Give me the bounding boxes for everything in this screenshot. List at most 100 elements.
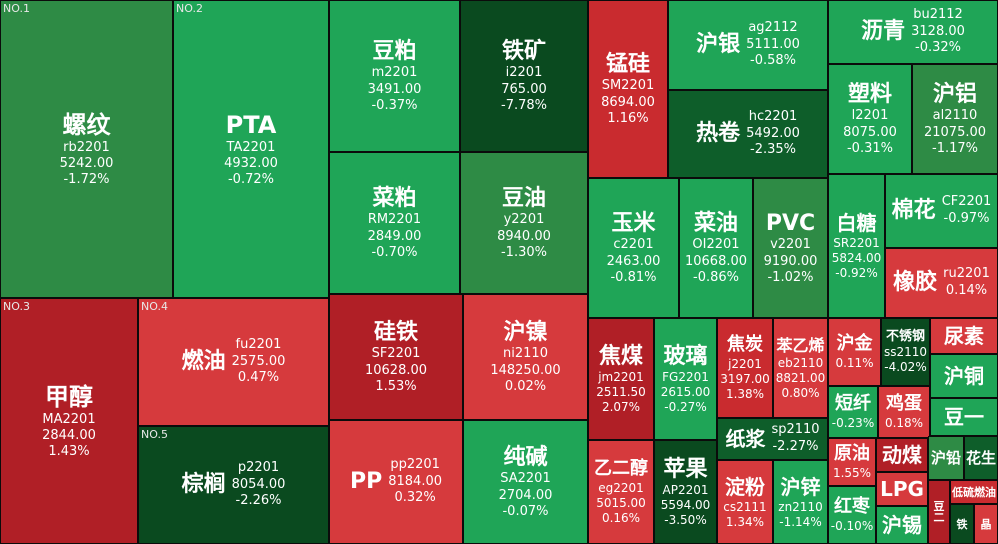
tile-content: 纸浆 sp2110 -2.27% [725,422,819,456]
rank-label: NO.3 [3,300,30,313]
tile-item47[interactable]: 沪锡 [876,506,928,544]
tile-item51[interactable]: 晶 [974,504,998,544]
tile-jm2201[interactable]: 焦煤 jm2201 2511.50 2.07% [588,318,654,440]
commodity-name: 鸡蛋 [886,393,922,415]
tile-item43[interactable]: 沪铅 [928,436,964,480]
contract-code: MA2201 [42,411,96,427]
commodity-name: 原油 [834,443,870,465]
tile-sm2201[interactable]: 锰硅 SM2201 8694.00 1.16% [588,0,668,178]
change-percent: -0.23% [831,415,875,430]
contract-code: i2201 [505,65,543,81]
change-percent: -0.31% [846,140,893,156]
tile-item42[interactable]: 动煤 [876,438,928,472]
tile-zn2110[interactable]: 沪锌 zn2110 -1.14% [773,460,828,544]
commodity-name: 纯碱 [503,444,548,470]
tile-pp2201[interactable]: PP pp2201 8184.00 0.32% [329,420,463,544]
last-price: 2575.00 [231,353,286,369]
tile-sr2201[interactable]: 白糖 SR2201 5824.00 -0.92% [828,174,885,318]
tile-y2201[interactable]: 豆油 y2201 8940.00 -1.30% [460,152,588,294]
change-percent: -0.07% [502,503,549,519]
last-price: 3491.00 [367,81,422,97]
change-percent: -2.27% [772,439,819,454]
commodity-name: 豆粕 [372,38,417,64]
tile-ma2201[interactable]: NO.3 甲醇 MA2201 2844.00 1.43% [0,298,138,544]
tile-content: 锰硅 SM2201 8694.00 1.16% [601,51,655,127]
tile-item30[interactable]: 短纤 -0.23% [828,386,878,438]
tile-ta2201[interactable]: NO.2 PTA TA2201 4932.00 -0.72% [173,0,329,298]
commodity-name: 橡胶 [893,270,938,295]
tile-bu2112[interactable]: 沥青 bu2112 3128.00 -0.32% [828,0,998,64]
tile-ni2110[interactable]: 沪镍 ni2110 148250.00 0.02% [463,294,588,420]
tile-eb2110[interactable]: 苯乙烯 eb2110 8821.00 0.80% [773,318,828,418]
tile-cf2201[interactable]: 棉花 CF2201 -0.97% [885,174,998,248]
tile-content: 沪铝 al2110 21075.00 -1.17% [924,81,986,157]
tile-content: 橡胶 ru2201 0.14% [893,266,990,300]
tile-sp2110[interactable]: 纸浆 sp2110 -2.27% [717,418,828,460]
tile-content: 菜粕 RM2201 2849.00 -0.70% [368,185,422,261]
contract-code: hc2201 [748,108,798,124]
last-price: 3197.00 [720,371,770,386]
tile-rm2201[interactable]: 菜粕 RM2201 2849.00 -0.70% [329,152,460,294]
change-percent: -2.26% [235,493,282,509]
tile-sa2201[interactable]: 纯碱 SA2201 2704.00 -0.07% [463,420,588,544]
last-price: 5594.00 [660,498,711,513]
tile-item31[interactable]: 鸡蛋 0.18% [878,386,930,438]
tile-item46[interactable]: LPG [876,472,928,506]
tile-j2201[interactable]: 焦炭 j2201 3197.00 1.38% [717,318,773,418]
tile-cs2111[interactable]: 淀粉 cs2111 1.34% [717,460,773,544]
tile-rb2201[interactable]: NO.1 螺纹 rb2201 5242.00 -1.72% [0,0,173,298]
tile-item44[interactable]: 花生 [964,436,998,480]
contract-code: CF2201 [941,194,992,210]
tile-ag2112[interactable]: 沪银 ag2112 5111.00 -0.58% [668,0,828,90]
tile-p2201[interactable]: NO.5 棕榈 p2201 8054.00 -2.26% [138,426,329,544]
tile-fg2201[interactable]: 玻璃 FG2201 2615.00 -0.27% [654,318,717,440]
tile-item28[interactable]: 尿素 [930,318,998,354]
tile-content: 棕榈 p2201 8054.00 -2.26% [182,460,286,511]
tile-item49[interactable]: 低硫燃油 [950,480,998,504]
tile-i2201[interactable]: 铁矿 i2201 765.00 -7.78% [460,0,588,152]
tile-m2201[interactable]: 豆粕 m2201 3491.00 -0.37% [329,0,460,152]
tile-hc2201[interactable]: 热卷 hc2201 5492.00 -2.35% [668,90,828,178]
change-percent: -0.70% [371,244,418,260]
tile-content: PVC v2201 9190.00 -1.02% [764,210,818,286]
tile-ss2110[interactable]: 不锈钢 ss2110 -4.02% [881,318,930,386]
tile-sf2201[interactable]: 硅铁 SF2201 10628.00 1.53% [329,294,463,420]
change-percent: -2.35% [750,142,796,158]
change-percent: -0.10% [830,518,874,533]
tile-content: 低硫燃油 [952,487,996,498]
tile-oi2201[interactable]: 菜油 OI2201 10668.00 -0.86% [679,178,753,318]
tile-al2110[interactable]: 沪铝 al2110 21075.00 -1.17% [912,64,998,174]
change-percent: -0.27% [664,400,707,415]
commodity-name: 花生 [965,448,996,467]
tile-item50[interactable]: 铁 [950,504,974,544]
tile-info: fu2201 2575.00 0.47% [232,337,286,388]
tile-l2201[interactable]: 塑料 l2201 8075.00 -0.31% [828,64,912,174]
commodity-name: 塑料 [847,81,892,107]
change-percent: 1.34% [725,514,765,529]
commodity-name: 晶 [980,517,992,531]
tile-c2201[interactable]: 玉米 c2201 2463.00 -0.81% [588,178,679,318]
tile-item29[interactable]: 沪铜 [930,354,998,398]
last-price: 8054.00 [231,476,286,492]
tile-v2201[interactable]: PVC v2201 9190.00 -1.02% [753,178,828,318]
tile-eg2201[interactable]: 乙二醇 eg2201 5015.00 0.16% [588,440,654,544]
tile-fu2201[interactable]: NO.4 燃油 fu2201 2575.00 0.47% [138,298,329,426]
commodity-name: 锰硅 [605,51,650,77]
tile-item26[interactable]: 沪金 0.11% [828,318,881,386]
tile-item48[interactable]: 豆二 [928,480,950,544]
commodity-name: 白糖 [836,211,877,235]
tile-item41[interactable]: 原油 1.55% [828,438,876,486]
tile-info: hc2201 5492.00 -2.35% [746,109,800,160]
tile-item45[interactable]: 红枣 -0.10% [828,486,876,544]
tile-content: 沪银 ag2112 5111.00 -0.58% [696,20,800,71]
tile-ap2201[interactable]: 苹果 AP2201 5594.00 -3.50% [654,440,717,544]
tile-ru2201[interactable]: 橡胶 ru2201 0.14% [885,248,998,318]
contract-code: SA2201 [500,471,551,487]
commodity-name: 沥青 [861,18,906,44]
tile-info: ru2201 0.14% [943,266,990,300]
tile-content: 红枣 -0.10% [831,496,873,534]
commodity-name: 沪锡 [882,513,922,537]
tile-item32[interactable]: 豆一 [930,398,998,436]
commodity-name: 热卷 [696,120,741,146]
tile-content: 鸡蛋 0.18% [885,393,923,431]
